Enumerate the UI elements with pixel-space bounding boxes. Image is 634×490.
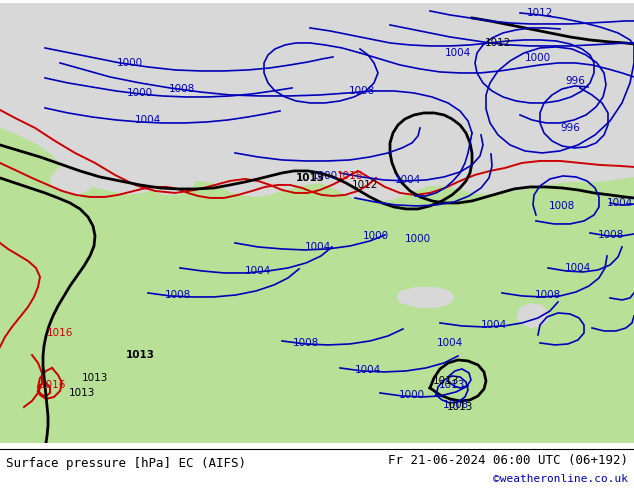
Text: 1000: 1000 <box>399 390 425 400</box>
Text: 996: 996 <box>565 76 585 86</box>
Polygon shape <box>148 168 195 195</box>
Text: 1000: 1000 <box>312 171 338 181</box>
Text: 1013: 1013 <box>82 373 108 383</box>
Text: 1008: 1008 <box>598 230 624 240</box>
Text: 1000: 1000 <box>363 231 389 241</box>
Text: 1004: 1004 <box>395 175 421 185</box>
Text: 1004: 1004 <box>437 338 463 348</box>
Text: ©weatheronline.co.uk: ©weatheronline.co.uk <box>493 474 628 484</box>
Text: 1016: 1016 <box>47 328 73 338</box>
Text: 996: 996 <box>560 123 580 133</box>
Text: 1013: 1013 <box>295 173 325 183</box>
Polygon shape <box>50 163 95 195</box>
Text: 1000: 1000 <box>127 88 153 98</box>
Text: 1004: 1004 <box>135 115 161 125</box>
Text: 1008: 1008 <box>293 338 319 348</box>
Text: 1016: 1016 <box>40 380 66 390</box>
Polygon shape <box>396 287 455 308</box>
Text: 1012: 1012 <box>485 38 511 48</box>
Text: 1016: 1016 <box>337 171 363 181</box>
Text: 1004: 1004 <box>445 48 471 58</box>
Text: 1008: 1008 <box>169 84 195 94</box>
Text: 1013: 1013 <box>433 376 459 386</box>
Text: 1004: 1004 <box>481 320 507 330</box>
Text: 1004: 1004 <box>305 242 331 252</box>
Text: 1008: 1008 <box>535 290 561 300</box>
Text: Fr 21-06-2024 06:00 UTC (06+192): Fr 21-06-2024 06:00 UTC (06+192) <box>387 454 628 466</box>
Text: 1004: 1004 <box>355 365 381 375</box>
Text: 1013: 1013 <box>69 388 95 398</box>
Text: 1000: 1000 <box>405 234 431 244</box>
Text: 1012: 1012 <box>352 180 378 190</box>
Polygon shape <box>516 303 548 328</box>
Text: 1000: 1000 <box>117 58 143 68</box>
Text: 1000: 1000 <box>525 53 551 63</box>
Text: 1012: 1012 <box>527 8 553 18</box>
Text: 1013: 1013 <box>447 402 473 412</box>
Text: Surface pressure [hPa] EC (AIFS): Surface pressure [hPa] EC (AIFS) <box>6 457 247 470</box>
Text: 1008: 1008 <box>549 201 575 211</box>
Text: 1013: 1013 <box>439 380 465 390</box>
Polygon shape <box>0 3 634 203</box>
Text: 1008: 1008 <box>165 290 191 300</box>
Text: 1004: 1004 <box>607 198 633 208</box>
Text: 1004: 1004 <box>245 266 271 276</box>
Text: 1008: 1008 <box>443 400 469 410</box>
Text: 1008: 1008 <box>349 86 375 96</box>
Text: 1013: 1013 <box>126 350 155 360</box>
Text: 1004: 1004 <box>565 263 591 273</box>
Polygon shape <box>0 3 634 202</box>
